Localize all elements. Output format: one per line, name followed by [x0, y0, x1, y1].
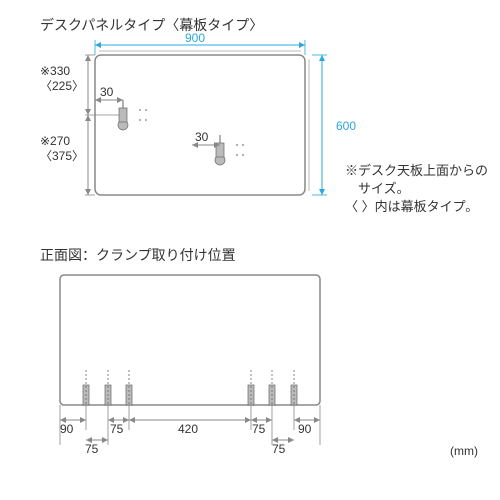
svg-text:30: 30 [100, 85, 114, 99]
svg-text:※270: ※270 [40, 134, 70, 148]
svg-text:30: 30 [195, 130, 209, 144]
bottom-dims-row1: 90 75 420 75 90 [60, 420, 320, 436]
clamp-feet [83, 370, 297, 405]
note-line2: サイズ。 [345, 181, 410, 196]
svg-text:90: 90 [60, 422, 74, 436]
unit-label: (mm) [450, 444, 478, 458]
svg-text:〈225〉: 〈225〉 [40, 79, 84, 93]
bottom-title: 正面図：クランプ取り付け位置 [40, 247, 236, 263]
svg-text:600: 600 [336, 119, 356, 133]
svg-text:90: 90 [298, 422, 312, 436]
bottom-panel [60, 275, 320, 405]
svg-text:75: 75 [85, 442, 99, 456]
clamp-right: 30 [192, 130, 244, 165]
svg-text:※330: ※330 [40, 64, 70, 78]
dim-left-stack: ※330 〈225〉 ※270 〈375〉 [40, 55, 125, 195]
bottom-dims-row2: 75 75 [85, 440, 294, 456]
svg-text:75: 75 [110, 422, 124, 436]
clamp-left: 30 [95, 85, 147, 130]
svg-text:75: 75 [272, 442, 286, 456]
top-title: デスクパネルタイプ〈幕板タイプ〉 [40, 17, 263, 33]
svg-text:420: 420 [178, 422, 198, 436]
note-line1: ※デスク天板上面からの [345, 163, 488, 178]
svg-text:75: 75 [252, 422, 266, 436]
note-line3: 〈 〉内は幕板タイプ。 [345, 199, 478, 214]
svg-text:〈375〉: 〈375〉 [40, 149, 84, 163]
svg-text:900: 900 [185, 31, 205, 45]
